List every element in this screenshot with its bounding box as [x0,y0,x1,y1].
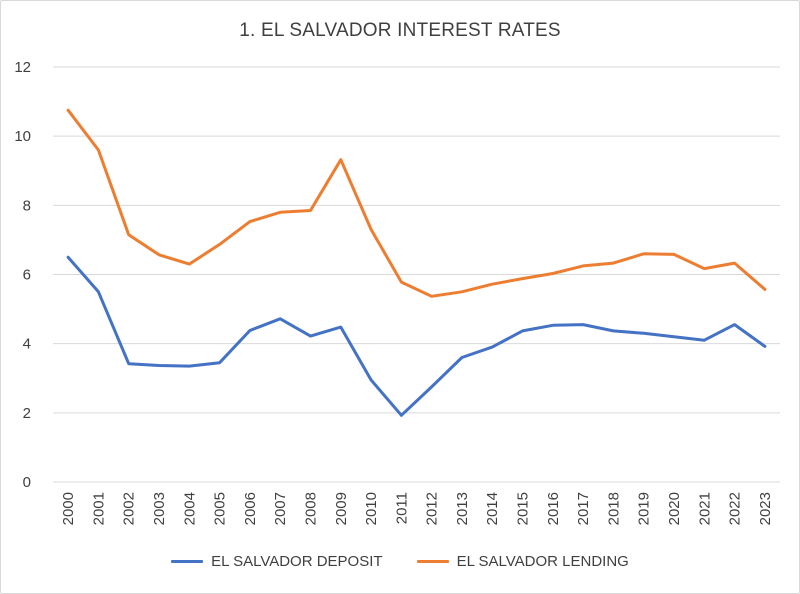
x-tick-label: 2023 [757,492,774,525]
x-tick-label: 2022 [727,492,744,525]
x-tick-label: 2004 [181,492,198,525]
legend-item-deposit: EL SALVADOR DEPOSIT [171,553,383,570]
y-tick-label: 4 [23,336,31,353]
x-tick-label: 2010 [363,492,380,525]
chart-title: 1. EL SALVADOR INTEREST RATES [239,20,561,41]
y-tick-label: 12 [14,59,31,76]
legend-label-lending: EL SALVADOR LENDING [456,553,629,570]
x-tick-label: 2018 [605,492,622,525]
y-tick-label: 8 [23,197,31,214]
x-tick-label: 2021 [696,492,713,525]
x-tick-label: 2017 [575,492,592,525]
y-tick-label: 2 [23,405,31,422]
x-tick-label: 2015 [515,492,532,525]
x-tick-label: 2016 [545,492,562,525]
x-tick-label: 2009 [333,492,350,525]
legend: EL SALVADOR DEPOSIT EL SALVADOR LENDING [0,553,800,570]
x-tick-label: 2012 [424,492,441,525]
x-tick-label: 2005 [212,492,229,525]
x-tick-label: 2007 [272,492,289,525]
x-tick-label: 2006 [242,492,259,525]
x-tick-label: 2008 [302,492,319,525]
y-tick-label: 0 [23,474,31,491]
y-tick-label: 6 [23,267,31,284]
x-tick-label: 2003 [151,492,168,525]
x-tick-label: 2020 [666,492,683,525]
x-tick-label: 2011 [393,492,410,524]
series-line-deposit [66,255,767,417]
legend-item-lending: EL SALVADOR LENDING [416,553,629,570]
series-line-lending [66,108,767,298]
x-tick-label: 2000 [60,492,77,525]
legend-swatch-deposit [171,560,204,563]
y-tick-label: 10 [14,128,31,145]
legend-label-deposit: EL SALVADOR DEPOSIT [211,553,383,570]
x-tick-label: 2001 [90,492,107,525]
x-tick-label: 2014 [484,492,501,525]
x-tick-label: 2002 [121,492,138,525]
x-tick-label: 2019 [636,492,653,525]
legend-swatch-lending [416,560,449,563]
x-tick-label: 2013 [454,492,471,525]
